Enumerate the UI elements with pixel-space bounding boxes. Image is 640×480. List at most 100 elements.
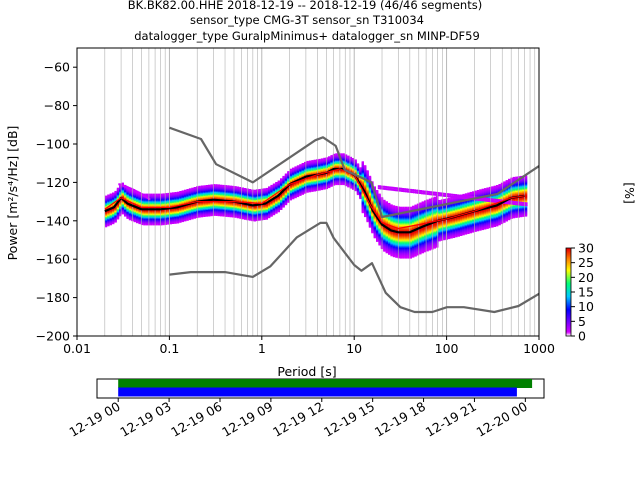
heatmap-cell <box>301 163 304 165</box>
heatmap-cell <box>376 190 379 192</box>
heatmap-cell <box>176 191 180 194</box>
heatmap-cell <box>412 205 415 208</box>
heatmap-cell <box>227 185 230 188</box>
heatmap-cell <box>400 206 403 209</box>
heatmap-cell <box>263 188 266 191</box>
heatmap-cell <box>330 155 333 158</box>
heatmap-cell <box>354 159 357 162</box>
heatmap-cell <box>184 189 187 192</box>
heatmap-cell <box>112 192 115 195</box>
heatmap-cell <box>280 178 283 181</box>
heatmap-cell <box>179 191 182 193</box>
heatmap-cell <box>272 183 276 186</box>
heatmap-cell <box>340 153 343 156</box>
chart-title-line-1: BK.BK82.00.HHE 2018-12-19 -- 2018-12-19 … <box>128 0 482 12</box>
heatmap-cell <box>220 184 223 187</box>
heatmap-cell <box>318 158 321 161</box>
heatmap-cell <box>344 154 348 157</box>
heatmap-cell <box>205 185 208 187</box>
heatmap-cell <box>224 185 228 188</box>
heatmap-cell <box>402 254 405 257</box>
heatmap-cell <box>258 189 261 191</box>
heatmap-cell <box>378 193 381 196</box>
heatmap-cell <box>229 185 232 188</box>
heatmap-cell <box>222 184 225 187</box>
heatmap-cell <box>366 170 369 173</box>
heatmap-cell <box>186 189 189 191</box>
probability-density-heatmap <box>104 153 528 259</box>
heatmap-cell <box>268 186 271 189</box>
heatmap-cell <box>404 206 408 209</box>
heatmap-cell <box>299 164 302 167</box>
heatmap-cell <box>236 186 240 189</box>
heatmap-cell <box>248 189 252 191</box>
heatmap-cell <box>174 192 177 194</box>
heatmap-cell <box>244 188 247 190</box>
heatmap-cell <box>320 158 324 161</box>
heatmap-cell <box>277 180 280 183</box>
heatmap-cell <box>282 175 285 178</box>
heatmap-cell <box>287 171 290 174</box>
heatmap-cell <box>193 187 196 189</box>
heatmap-cell <box>349 156 352 159</box>
heatmap-cell <box>325 157 328 160</box>
heatmap-cell <box>426 199 429 202</box>
heatmap-cell <box>167 192 170 195</box>
heatmap-cell <box>409 254 412 257</box>
heatmap-cell <box>275 182 278 184</box>
heatmap-cell <box>361 161 364 164</box>
heatmap-cell <box>169 192 172 195</box>
heatmap-cell <box>114 190 117 193</box>
heatmap-cell <box>306 160 309 163</box>
heatmap-cell <box>383 199 386 202</box>
heatmap-cell <box>308 160 312 163</box>
heatmap-cell <box>402 206 405 209</box>
heatmap-cell <box>359 167 362 170</box>
heatmap-cell <box>335 153 338 156</box>
heatmap-cell <box>296 165 300 168</box>
heatmap-cell <box>304 161 307 164</box>
heatmap-cell <box>412 254 415 257</box>
chart-title-line-3: datalogger_type GuralpMinimus+ datalogge… <box>134 29 480 43</box>
heatmap-cell <box>328 156 331 159</box>
heatmap-cell <box>232 185 235 188</box>
chart-title-line-2: sensor_type CMG-3T sensor_sn T310034 <box>190 13 424 27</box>
heatmap-cell <box>188 188 192 191</box>
heatmap-cell <box>323 157 326 160</box>
heatmap-cell <box>155 193 158 196</box>
heatmap-cell <box>152 193 156 196</box>
heatmap-cell <box>198 185 201 188</box>
heatmap-cell <box>251 189 254 192</box>
heatmap-cell <box>181 190 184 193</box>
heatmap-cell <box>414 204 417 207</box>
heatmap-cell <box>368 175 372 178</box>
heatmap-cell <box>404 254 408 257</box>
heatmap-cell <box>160 193 163 196</box>
heatmap-cell <box>373 186 376 189</box>
heatmap-cell <box>294 166 297 169</box>
heatmap-cell <box>162 193 165 196</box>
heatmap-cell <box>313 159 316 162</box>
heatmap-cell <box>116 187 120 190</box>
heatmap-cell <box>416 203 420 206</box>
heatmap-cell <box>342 153 345 156</box>
heatmap-cell <box>270 184 273 187</box>
heatmap-cell <box>121 182 124 185</box>
heatmap-cell <box>104 195 108 198</box>
heatmap-cell <box>203 185 206 188</box>
heatmap-cell <box>164 193 168 196</box>
heatmap-cell <box>409 206 412 209</box>
heatmap-cell <box>407 206 410 209</box>
heatmap-cell <box>157 193 160 196</box>
heatmap-cell <box>311 160 314 163</box>
heatmap-cell <box>239 187 242 189</box>
heatmap-cell <box>292 167 295 170</box>
heatmap-cell <box>392 205 396 208</box>
heatmap-cell <box>241 187 244 190</box>
heatmap-cell <box>395 205 398 208</box>
heatmap-cell <box>419 202 422 205</box>
heatmap-cell <box>397 206 400 209</box>
heatmap-cell <box>109 193 112 196</box>
heatmap-cell <box>390 204 393 207</box>
